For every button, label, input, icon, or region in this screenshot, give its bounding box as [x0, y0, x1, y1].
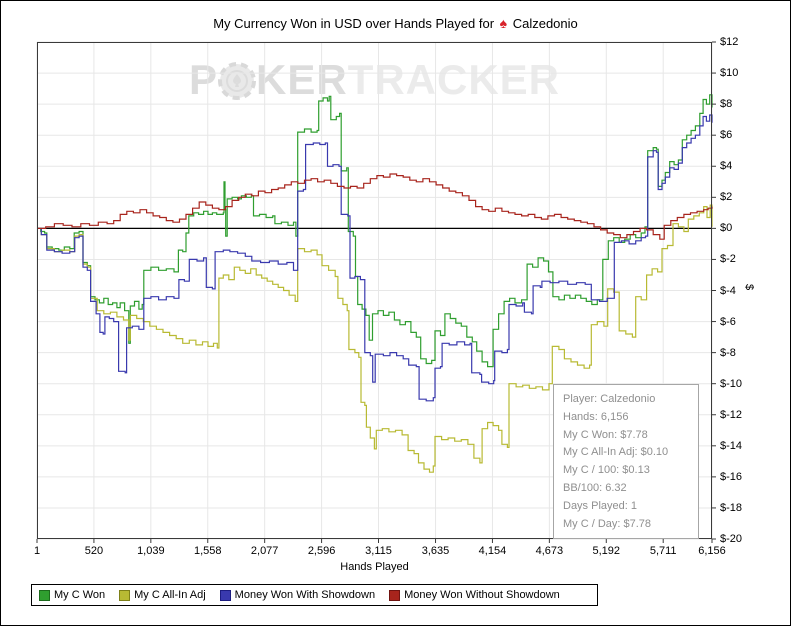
y-tick-label: $2: [720, 191, 733, 204]
legend-item-all-in-adj[interactable]: My C All-In Adj: [119, 589, 206, 601]
info-line-my-c-won: My C Won: $7.78: [563, 428, 648, 441]
y-tick-label: $8: [720, 98, 733, 111]
info-line-hands: Hands: 6,156: [563, 410, 629, 423]
page-title: My Currency Won in USD over Hands Played…: [1, 15, 790, 31]
y-tick-label: $-14: [720, 439, 743, 452]
watermark-poker-p: P: [188, 56, 218, 103]
y-tick-label: $10: [720, 67, 739, 80]
graph-title-text: My Currency Won in USD over Hands Played…: [213, 16, 495, 31]
stats-info-box: Player: Calzedonio Hands: 6,156 My C Won…: [553, 384, 699, 540]
y-tick-label: $-12: [720, 408, 743, 421]
legend-label: Money Won With Showdown: [234, 589, 376, 601]
watermark-poker-ker: KER: [256, 56, 348, 103]
y-tick-label: $-4: [720, 284, 736, 297]
x-tick-label: 3,635: [421, 545, 450, 557]
pokertracker-watermark: P KERTRACKER: [37, 57, 712, 103]
y-axis-title: $: [743, 283, 756, 291]
x-tick-label: 5,192: [592, 545, 621, 557]
y-tick-label: $6: [720, 129, 733, 142]
info-line-my-c-100: My C / 100: $0.13: [563, 464, 650, 477]
legend-swatch-olive-icon: [119, 589, 131, 601]
x-tick-label: 2,596: [307, 545, 336, 557]
info-line-my-c-day: My C / Day: $7.78: [563, 517, 652, 530]
x-tick-label: 5,711: [649, 545, 677, 557]
y-tick-label: $12: [720, 36, 739, 48]
x-tick-label: 1,039: [137, 545, 165, 557]
x-tick-label: 2,077: [250, 545, 279, 557]
poker-chip-icon: [218, 56, 256, 103]
legend: My C Won My C All-In Adj Money Won With …: [31, 584, 598, 606]
info-line-days-played: Days Played: 1: [563, 499, 637, 512]
info-line-bb-100: BB/100: 6.32: [563, 481, 627, 494]
series-line-money-won-with-showdown: [37, 114, 713, 402]
y-tick-label: $-6: [720, 315, 736, 328]
y-tick-label: $4: [720, 160, 733, 173]
series-line-my-c-won: [37, 94, 713, 368]
legend-swatch-red-icon: [389, 589, 401, 601]
y-tick-label: $-8: [720, 346, 736, 359]
info-line-player: Player: Calzedonio: [563, 393, 656, 405]
x-tick-label: 1: [33, 545, 41, 557]
legend-label: Money Won Without Showdown: [404, 589, 560, 601]
pokerstars-spade-icon: ♠: [499, 15, 508, 31]
plot-border: [37, 42, 712, 539]
x-tick-label: 3,115: [365, 545, 392, 557]
series-line-money-won-without-showdown: [37, 173, 713, 240]
legend-swatch-blue-icon: [219, 589, 231, 601]
y-tick-label: $-2: [720, 253, 736, 266]
legend-label: My C All-In Adj: [134, 589, 206, 601]
x-tick-label: 520: [84, 545, 104, 557]
legend-item-my-c-won[interactable]: My C Won: [39, 589, 105, 601]
y-tick-label: $0: [720, 222, 733, 235]
legend-swatch-green-icon: [39, 589, 50, 601]
graph-title-player: Calzedonio: [512, 16, 578, 31]
y-tick-label: $-10: [720, 377, 743, 390]
x-tick-label: 1,558: [193, 545, 222, 557]
x-tick-label: 4,673: [535, 545, 564, 557]
legend-item-with-showdown[interactable]: Money Won With Showdown: [219, 589, 376, 601]
x-tick-label: 4,154: [478, 545, 507, 557]
x-tick-label: 6,156: [698, 545, 726, 557]
x-axis-title: Hands Played: [340, 561, 409, 573]
info-line-all-in-adj: My C All-In Adj: $0.10: [563, 446, 669, 459]
legend-item-without-showdown[interactable]: Money Won Without Showdown: [389, 589, 560, 601]
watermark-tracker: TRACKER: [347, 56, 561, 103]
y-tick-label: $-20: [720, 533, 743, 545]
y-tick-label: $-16: [720, 470, 743, 483]
legend-label: My C Won: [54, 589, 106, 601]
series-line-my-c-all-in-adj: [37, 204, 713, 473]
y-tick-label: $-18: [720, 501, 743, 514]
